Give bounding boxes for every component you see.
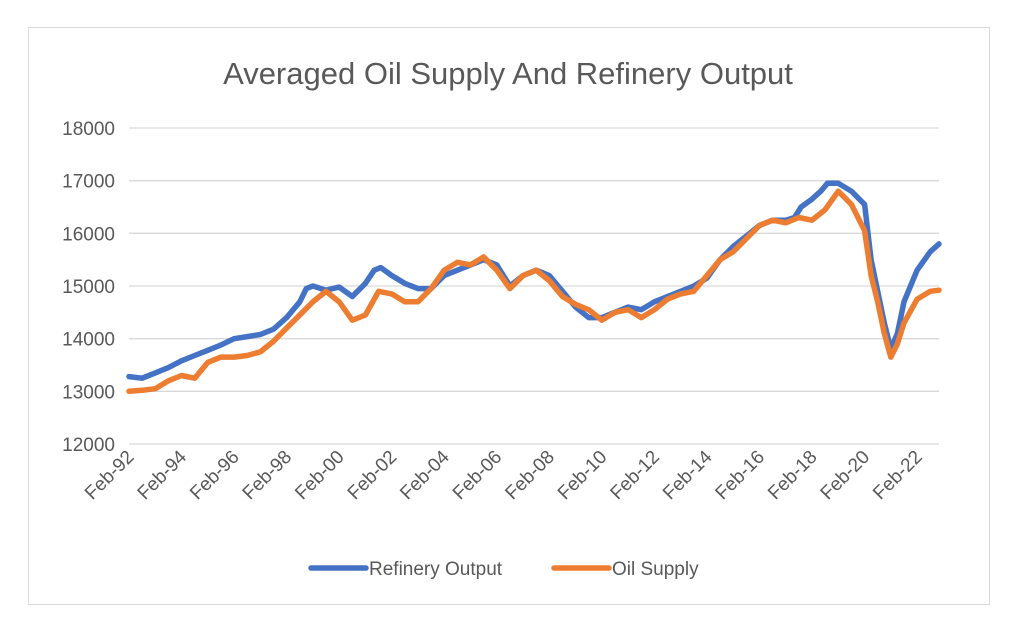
x-tick-label: Feb-00: [291, 447, 348, 504]
y-tick-label: 13000: [62, 382, 115, 403]
line-chart: Averaged Oil Supply And Refinery Output …: [62, 56, 942, 580]
series-line-oil-supply: [126, 188, 942, 395]
series-line-refinery-output: [126, 180, 942, 381]
y-tick-label: 14000: [62, 330, 115, 351]
x-tick-label: Feb-14: [659, 446, 717, 504]
legend: Refinery Output Oil Supply: [308, 559, 699, 580]
x-axis-ticks: Feb-92Feb-94Feb-96Feb-98Feb-00Feb-02Feb-…: [81, 446, 927, 504]
chart-frame: Averaged Oil Supply And Refinery Output …: [28, 27, 990, 605]
x-tick-label: Feb-98: [239, 447, 296, 504]
x-tick-label: Feb-18: [764, 447, 821, 504]
x-tick-label: Feb-20: [817, 447, 874, 504]
x-tick-label: Feb-04: [396, 446, 454, 504]
x-tick-label: Feb-16: [712, 447, 769, 504]
y-tick-label: 17000: [62, 172, 115, 193]
x-tick-label: Feb-12: [607, 447, 664, 504]
gridlines: [129, 127, 939, 445]
x-tick-label: Feb-94: [134, 446, 192, 504]
x-tick-label: Feb-10: [554, 447, 611, 504]
legend-label: Refinery Output: [369, 559, 503, 580]
y-tick-label: 12000: [62, 435, 115, 456]
x-tick-label: Feb-22: [869, 447, 926, 504]
y-axis-ticks: 12000 13000 14000 15000 16000 17000 18000: [62, 119, 115, 456]
y-tick-label: 15000: [62, 277, 115, 298]
series-lines: [126, 180, 942, 395]
legend-label: Oil Supply: [612, 559, 699, 580]
x-tick-label: Feb-02: [344, 447, 401, 504]
x-tick-label: Feb-06: [449, 447, 506, 504]
y-tick-label: 18000: [62, 119, 115, 140]
x-tick-label: Feb-96: [186, 447, 243, 504]
chart-title: Averaged Oil Supply And Refinery Output: [223, 56, 793, 91]
y-tick-label: 16000: [62, 224, 115, 245]
x-tick-label: Feb-08: [501, 447, 558, 504]
